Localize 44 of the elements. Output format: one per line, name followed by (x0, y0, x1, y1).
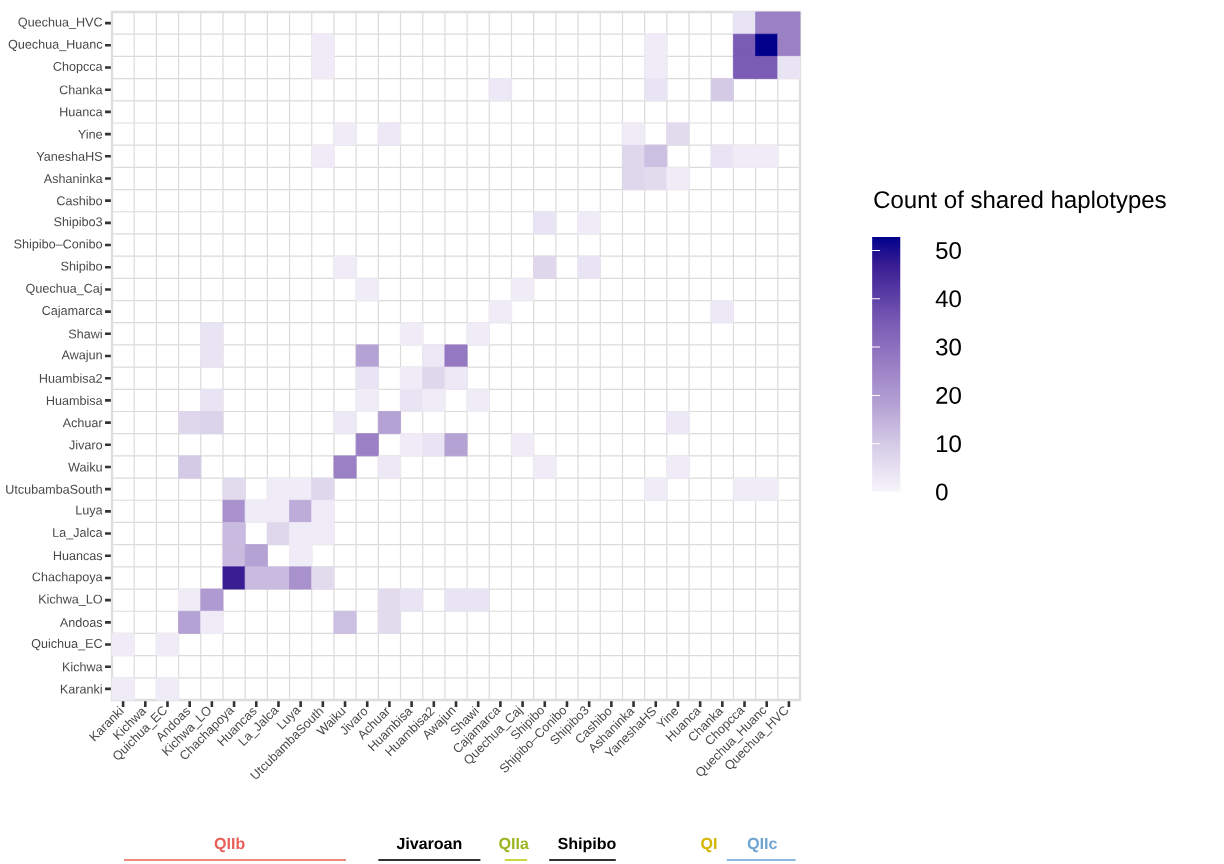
y-tick-label: Cajamarca (42, 305, 103, 318)
text: QIIb (214, 837, 245, 853)
color-bar-label: 40 (935, 290, 961, 308)
y-tick-label: Huambisa2 (39, 373, 102, 383)
text: Shipibo (558, 837, 616, 853)
y-tick-label: Achuar (62, 417, 103, 428)
y-tick-label: Huanca (60, 107, 103, 117)
text: Jivaroan (396, 837, 462, 850)
y-tick-label: Ashaninka (43, 173, 103, 184)
y-tick-label: Huambisa (46, 395, 103, 406)
y-tick-label: Karanki (60, 684, 102, 694)
color-bar-label: 20 (936, 386, 961, 404)
y-tick-label: Kichwa (63, 662, 103, 672)
text: QI (701, 837, 717, 853)
y-tick-label: Chachapoya (32, 572, 103, 584)
y-tick-label: Jivaro (69, 440, 103, 450)
y-tick-label: Quechua_HVC (18, 17, 103, 29)
y-tick-label: Quechua_Huanc (8, 39, 103, 52)
color-bar-label: 50 (936, 242, 961, 259)
color-bar-label: 10 (936, 435, 961, 453)
y-tick-label: Kichwa_LO (39, 594, 102, 606)
y-tick-label: Andoas (59, 617, 103, 627)
y-tick-label: La_Jalca (53, 527, 103, 540)
text: QIIa (499, 837, 529, 853)
y-tick-label: Yine (78, 129, 103, 139)
color-bar-title: Count of shared haplotypes (874, 190, 1166, 213)
y-tick-label: Shawi (68, 329, 102, 339)
y-tick-label: Shipibo3 (54, 216, 103, 229)
y-tick-label: Chopcca (53, 61, 103, 74)
y-tick-label: Cashibo (57, 196, 103, 206)
y-tick-label: Awajun (61, 350, 102, 362)
y-tick-label: Shipibo–Conibo (14, 239, 103, 251)
y-tick-label: Quichua_EC (31, 638, 103, 651)
text: QIIc (747, 837, 777, 853)
y-tick-label: Shipibo (61, 261, 103, 274)
y-tick-label: Waiku (68, 462, 102, 472)
y-tick-label: UtcubambaSouth (6, 484, 102, 494)
color-bar-label: 30 (936, 338, 961, 356)
y-tick-label: Chanka (59, 85, 103, 95)
color-bar-label: 0 (936, 483, 948, 501)
y-tick-label: Quechua_Caj (26, 283, 102, 296)
y-tick-label: Luya (76, 505, 103, 517)
y-tick-label: YaneshaHS (36, 151, 103, 161)
y-tick-label: Huancas (53, 551, 103, 561)
